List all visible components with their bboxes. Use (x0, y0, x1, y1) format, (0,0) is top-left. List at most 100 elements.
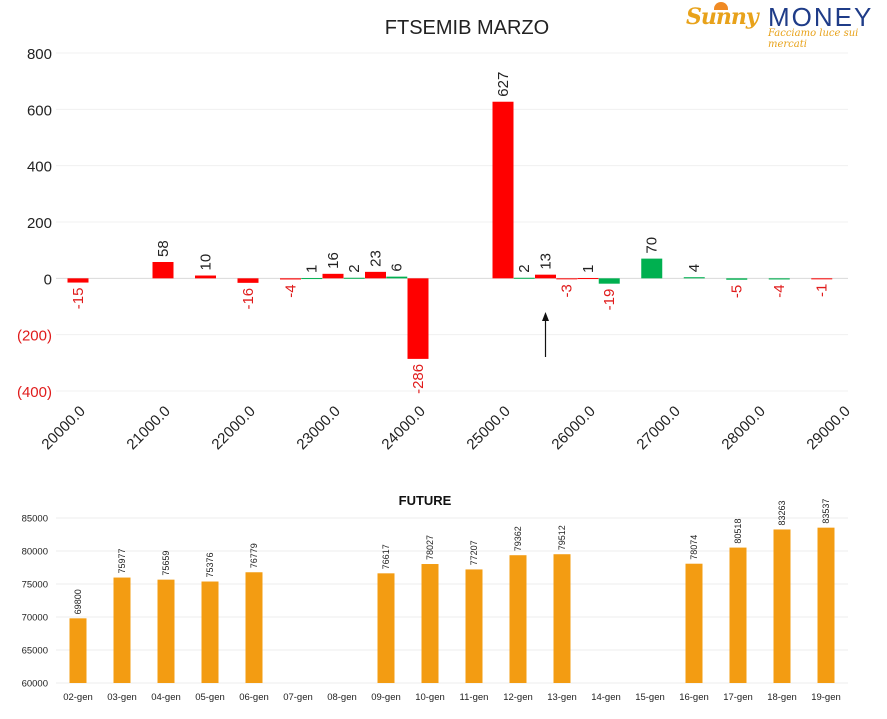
y-tick-label: 60000 (22, 679, 48, 690)
future-data-label: 76779 (249, 543, 259, 568)
x-category-label: 09-gen (371, 692, 401, 703)
x-category-label: 04-gen (151, 692, 181, 703)
future-bar-10-gen (421, 564, 439, 683)
x-tick-label: 24000.0 (378, 403, 428, 453)
future-bar-13-gen (553, 554, 571, 683)
x-category-label: 05-gen (195, 692, 225, 703)
x-category-label: 11-gen (460, 692, 489, 703)
bar-data-label: -286 (410, 364, 427, 394)
x-category-label: 10-gen (415, 692, 445, 703)
bar-data-label: 16 (325, 252, 342, 269)
bar-data-label: -19 (601, 289, 618, 311)
bar-20000 (67, 278, 89, 283)
future-bar-09-gen (377, 573, 395, 683)
bar-data-label: 627 (495, 72, 512, 97)
y-tick-label: 65000 (22, 646, 48, 657)
x-tick-label: 20000.0 (38, 403, 88, 453)
future-data-label: 77207 (469, 540, 479, 565)
y-tick-label: 800 (27, 46, 52, 63)
future-data-label: 79512 (557, 525, 567, 550)
bar-26000 (577, 278, 599, 280)
y-tick-label: 75000 (22, 580, 48, 591)
chart-title: FTSEMIB MARZO (385, 17, 549, 39)
bar-23750 (386, 276, 408, 279)
bar-data-label: 13 (538, 253, 555, 270)
x-category-label: 13-gen (547, 692, 577, 703)
future-data-label: 79362 (513, 526, 523, 551)
bar-22000 (237, 278, 259, 283)
future-bar-17-gen (729, 547, 747, 683)
y-tick-label: 85000 (22, 514, 48, 525)
bar-25000 (492, 101, 514, 279)
future-bar-03-gen (113, 577, 131, 683)
x-category-label: 12-gen (503, 692, 533, 703)
bar-data-label: 58 (155, 240, 172, 257)
bar-25500 (535, 274, 556, 279)
bar-data-label: 6 (389, 263, 406, 271)
bar-24000 (407, 278, 429, 359)
future-data-label: 75659 (161, 551, 171, 576)
x-tick-label: 28000.0 (718, 403, 768, 453)
bar-27750 (726, 278, 748, 280)
x-tick-label: 22000.0 (208, 403, 258, 453)
y-tick-label: 600 (27, 102, 52, 119)
x-category-label: 08-gen (327, 692, 357, 703)
bar-27250 (683, 277, 705, 279)
future-title: FUTURE (399, 493, 452, 508)
x-category-label: 14-gen (591, 692, 621, 703)
bar-data-label: 2 (516, 264, 533, 272)
y-tick-label: 200 (27, 215, 52, 232)
future-data-label: 75977 (117, 549, 127, 574)
future-chart: FUTURE 85000 80000 75000 70000 65000 60000 6980… (22, 493, 848, 703)
logo-money-text: MONEY (768, 2, 874, 32)
bar-data-label: -15 (70, 288, 87, 310)
bar-28750 (811, 278, 833, 280)
bar-22750 (301, 278, 323, 280)
bar-22500 (280, 278, 301, 280)
bar-23000 (322, 273, 344, 279)
x-tick-label: 25000.0 (463, 403, 513, 453)
y-tick-label: 400 (27, 159, 52, 176)
future-bar-05-gen (201, 581, 219, 683)
bar-data-label: 4 (686, 264, 703, 272)
bar-data-label: 1 (304, 265, 321, 273)
future-data-label: 80518 (733, 519, 743, 544)
bar-25250 (513, 277, 535, 279)
x-category-label: 06-gen (239, 692, 269, 703)
bar-28250 (768, 278, 790, 280)
sun-icon (714, 2, 728, 10)
future-bar-06-gen (245, 572, 263, 683)
bar-25750 (556, 278, 578, 280)
bar-data-label: 70 (644, 237, 661, 254)
bar-data-label: 2 (346, 264, 363, 272)
sunny-money-logo: Sunny MONEY Facciamo luce sui mercati (684, 2, 884, 50)
future-bar-18-gen (773, 529, 791, 683)
future-data-label: 83537 (821, 499, 831, 524)
future-bar-02-gen (69, 618, 87, 683)
x-tick-label: 27000.0 (633, 403, 683, 453)
future-bar-16-gen (685, 563, 703, 683)
x-category-label: 17-gen (723, 692, 753, 703)
logo-tagline: Facciamo luce sui mercati (768, 28, 859, 50)
future-data-label: 75376 (205, 552, 215, 577)
bar-23500 (365, 271, 386, 279)
future-data-label: 69800 (73, 589, 83, 614)
bar-data-label: -1 (814, 284, 831, 297)
x-category-label: 03-gen (107, 692, 137, 703)
bar-data-label: -3 (559, 284, 576, 297)
bar-data-label: -16 (240, 288, 257, 310)
ftsemib-options-chart: FTSEMIB MARZO 800 600 400 200 0 (200) (400) -15 5… (17, 17, 854, 453)
bar-data-label: 10 (198, 254, 215, 271)
future-data-label: 76617 (381, 544, 391, 569)
bar-21000 (152, 261, 174, 279)
bar-23250 (343, 277, 365, 279)
future-bar-12-gen (509, 555, 527, 683)
y-tick-label: (200) (17, 328, 52, 345)
future-data-label: 83263 (777, 500, 787, 525)
x-tick-label: 21000.0 (123, 403, 173, 453)
bar-26750 (641, 258, 663, 279)
future-bar-19-gen (817, 527, 835, 683)
future-bar-11-gen (465, 569, 483, 683)
x-category-label: 16-gen (679, 692, 709, 703)
future-bar-04-gen (157, 579, 175, 683)
